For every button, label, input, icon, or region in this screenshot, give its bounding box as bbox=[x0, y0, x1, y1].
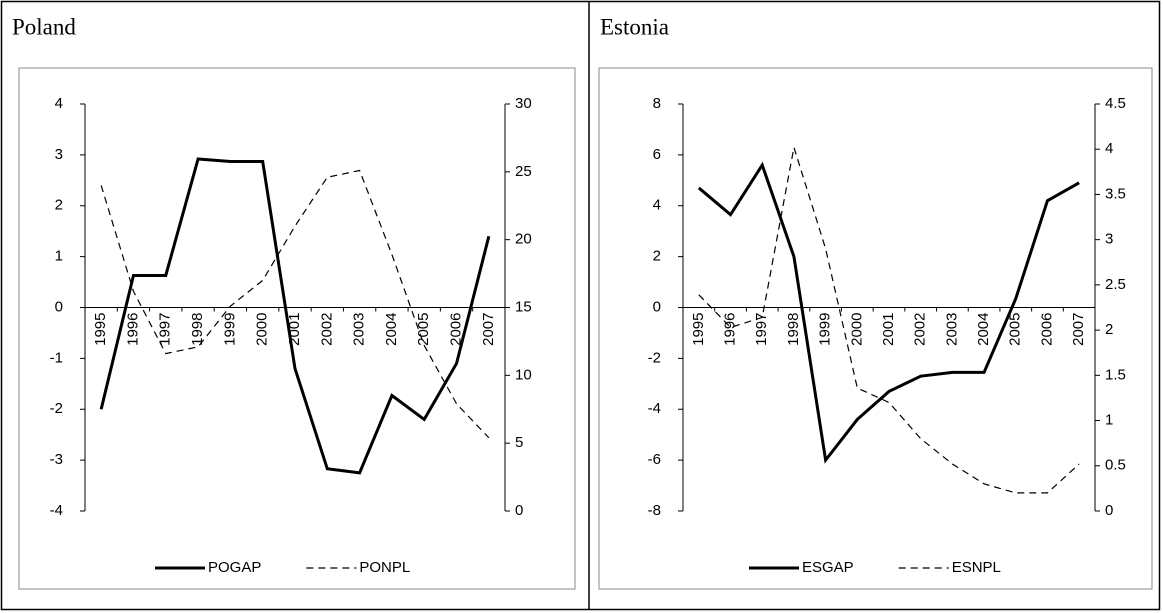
y-tick-label: 0 bbox=[55, 298, 63, 315]
y2-tick-label: 15 bbox=[515, 298, 532, 315]
y2-tick-label: 2 bbox=[1105, 321, 1113, 338]
x-tick-label: 1999 bbox=[221, 313, 238, 346]
y-tick-label: -2 bbox=[648, 349, 661, 366]
y2-tick-label: 0 bbox=[1105, 502, 1113, 519]
y-tick-label: 0 bbox=[653, 298, 661, 315]
y2-tick-label: 3.5 bbox=[1105, 185, 1126, 202]
x-tick-label: 1998 bbox=[785, 313, 802, 346]
y-tick-label: -1 bbox=[50, 349, 63, 366]
x-tick-label: 2002 bbox=[318, 313, 335, 346]
y2-tick-label: 4.5 bbox=[1105, 95, 1126, 112]
x-tick-label: 2007 bbox=[1070, 313, 1087, 346]
panel-title: Poland bbox=[12, 14, 76, 39]
y-tick-label: 4 bbox=[55, 95, 63, 112]
chart-frame bbox=[18, 67, 576, 590]
y-tick-label: -2 bbox=[50, 400, 63, 417]
x-tick-label: 2003 bbox=[351, 313, 368, 346]
series-line bbox=[99, 157, 491, 475]
y2-tick-label: 30 bbox=[515, 95, 532, 112]
legend-label: ESNPL bbox=[952, 559, 1001, 576]
x-tick-label: 1999 bbox=[817, 313, 834, 346]
series-line bbox=[698, 147, 1080, 494]
x-tick-label: 1995 bbox=[690, 313, 707, 346]
y2-tick-label: 20 bbox=[515, 231, 532, 248]
y-tick-label: 4 bbox=[653, 197, 661, 214]
y-tick-label: -4 bbox=[648, 400, 661, 417]
y-tick-label: -8 bbox=[648, 502, 661, 519]
y2-tick-label: 1.5 bbox=[1105, 366, 1126, 383]
y2-tick-label: 25 bbox=[515, 163, 532, 180]
x-tick-label: 2004 bbox=[383, 313, 400, 346]
x-tick-label: 1995 bbox=[92, 313, 109, 346]
x-tick-label: 2006 bbox=[1038, 313, 1055, 346]
y-tick-label: 3 bbox=[55, 146, 63, 163]
x-tick-label: 1997 bbox=[753, 313, 770, 346]
x-tick-label: 2000 bbox=[254, 313, 271, 346]
y2-tick-label: 0.5 bbox=[1105, 457, 1126, 474]
y2-tick-label: 4 bbox=[1105, 140, 1113, 157]
y-tick-label: 8 bbox=[653, 95, 661, 112]
x-tick-label: 1997 bbox=[157, 313, 174, 346]
panel-title: Estonia bbox=[600, 14, 669, 39]
legend-label: PONPL bbox=[359, 559, 410, 576]
x-tick-label: 2005 bbox=[415, 313, 432, 346]
x-tick-label: 2006 bbox=[448, 313, 465, 346]
y-tick-label: -6 bbox=[648, 451, 661, 468]
y2-tick-label: 1 bbox=[1105, 412, 1113, 429]
y-tick-label: 2 bbox=[55, 197, 63, 214]
y2-tick-label: 0 bbox=[515, 502, 523, 519]
x-tick-label: 2004 bbox=[975, 313, 992, 346]
legend-label: POGAP bbox=[208, 559, 261, 576]
x-tick-label: 1996 bbox=[722, 313, 739, 346]
y2-tick-label: 2.5 bbox=[1105, 276, 1126, 293]
y2-tick-label: 5 bbox=[515, 434, 523, 451]
x-tick-label: 1998 bbox=[189, 313, 206, 346]
x-tick-label: 2005 bbox=[1007, 313, 1024, 346]
series-line bbox=[100, 169, 490, 439]
x-tick-label: 2007 bbox=[480, 313, 497, 346]
chart-frame bbox=[598, 67, 1153, 590]
y2-tick-label: 3 bbox=[1105, 231, 1113, 248]
x-tick-label: 2003 bbox=[943, 313, 960, 346]
y-tick-label: -3 bbox=[50, 451, 63, 468]
x-tick-label: 2001 bbox=[880, 313, 897, 346]
y-tick-label: 2 bbox=[653, 248, 661, 265]
y2-tick-label: 10 bbox=[515, 366, 532, 383]
x-tick-label: 1996 bbox=[124, 313, 141, 346]
y-tick-label: 1 bbox=[55, 248, 63, 265]
x-tick-label: 2000 bbox=[848, 313, 865, 346]
y-tick-label: 6 bbox=[653, 146, 661, 163]
legend-label: ESGAP bbox=[802, 559, 854, 576]
x-tick-label: 2002 bbox=[912, 313, 929, 346]
series-line bbox=[697, 161, 1080, 464]
y-tick-label: -4 bbox=[50, 502, 63, 519]
